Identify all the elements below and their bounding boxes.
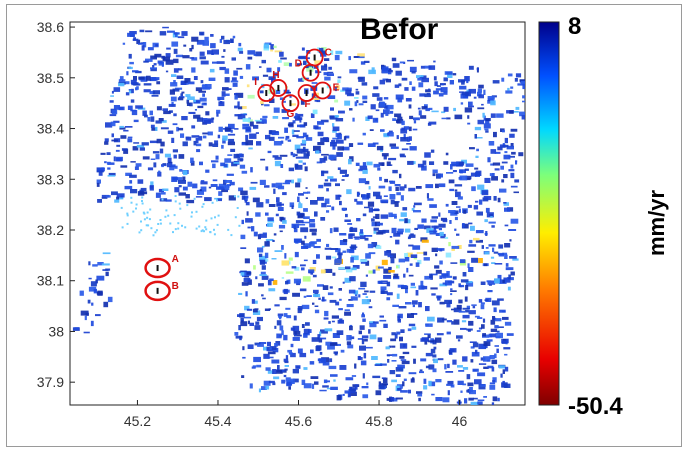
y-tick-label: 37.9 (37, 374, 64, 390)
marker-g-circle (281, 94, 300, 113)
marker-a-label: A (172, 254, 179, 265)
colorbar (538, 21, 560, 406)
marker-d-point (309, 69, 312, 76)
y-tick-label: 38.2 (37, 222, 64, 238)
marker-i-point (265, 90, 268, 97)
map-title: Befor (360, 13, 439, 46)
y-tick-label: 38 (48, 323, 64, 339)
insar-velocity-map (72, 26, 525, 405)
marker-c-label: C (325, 48, 332, 59)
y-axis: 38.6 38.5 38.4 38.3 38.2 38.1 38 37.9 (37, 19, 75, 390)
y-tick-label: 38.6 (37, 19, 64, 35)
marker-i-circle (257, 84, 276, 102)
x-tick-label: 45.8 (365, 413, 392, 429)
x-tick-label: 45.4 (204, 413, 231, 429)
x-tick-label: 45.2 (124, 413, 151, 429)
y-tick-label: 38.5 (37, 70, 64, 86)
x-tick-label: 45.6 (285, 413, 312, 429)
marker-g-label: G (286, 109, 294, 120)
marker-c-point (313, 54, 316, 61)
plot-area (69, 21, 526, 406)
marker-layer: A B C D E FG H I (144, 48, 340, 302)
colorbar-unit-label: mm/yr (644, 190, 669, 256)
marker-e-label: E (333, 82, 340, 93)
marker-f-label: F (305, 99, 311, 110)
y-tick-label: 38.4 (37, 121, 64, 137)
marker-h-point (277, 84, 280, 91)
marker-b-point (156, 287, 159, 294)
figure-frame (6, 4, 682, 447)
marker-d-label: D (295, 59, 302, 70)
x-axis: 45.2 45.4 45.6 45.8 46 (124, 400, 468, 429)
marker-d-circle (301, 63, 320, 82)
x-tick-label: 46 (452, 413, 468, 429)
colorbar-max-label: 8 (568, 13, 581, 40)
marker-i-label: I (254, 77, 257, 88)
marker-b-circle (144, 280, 171, 302)
marker-a-circle (144, 257, 171, 279)
marker-a-point (156, 265, 159, 272)
marker-b-label: B (172, 281, 179, 292)
marker-h-circle (269, 79, 288, 97)
marker-g-point (289, 100, 292, 107)
y-tick-label: 38.1 (37, 273, 64, 289)
y-tick-label: 38.3 (37, 171, 64, 187)
marker-h-label: H (272, 70, 279, 81)
marker-f-circle (297, 84, 316, 102)
marker-e-point (321, 87, 324, 94)
colorbar-min-label: -50.4 (568, 393, 623, 420)
marker-f-point (305, 90, 308, 97)
